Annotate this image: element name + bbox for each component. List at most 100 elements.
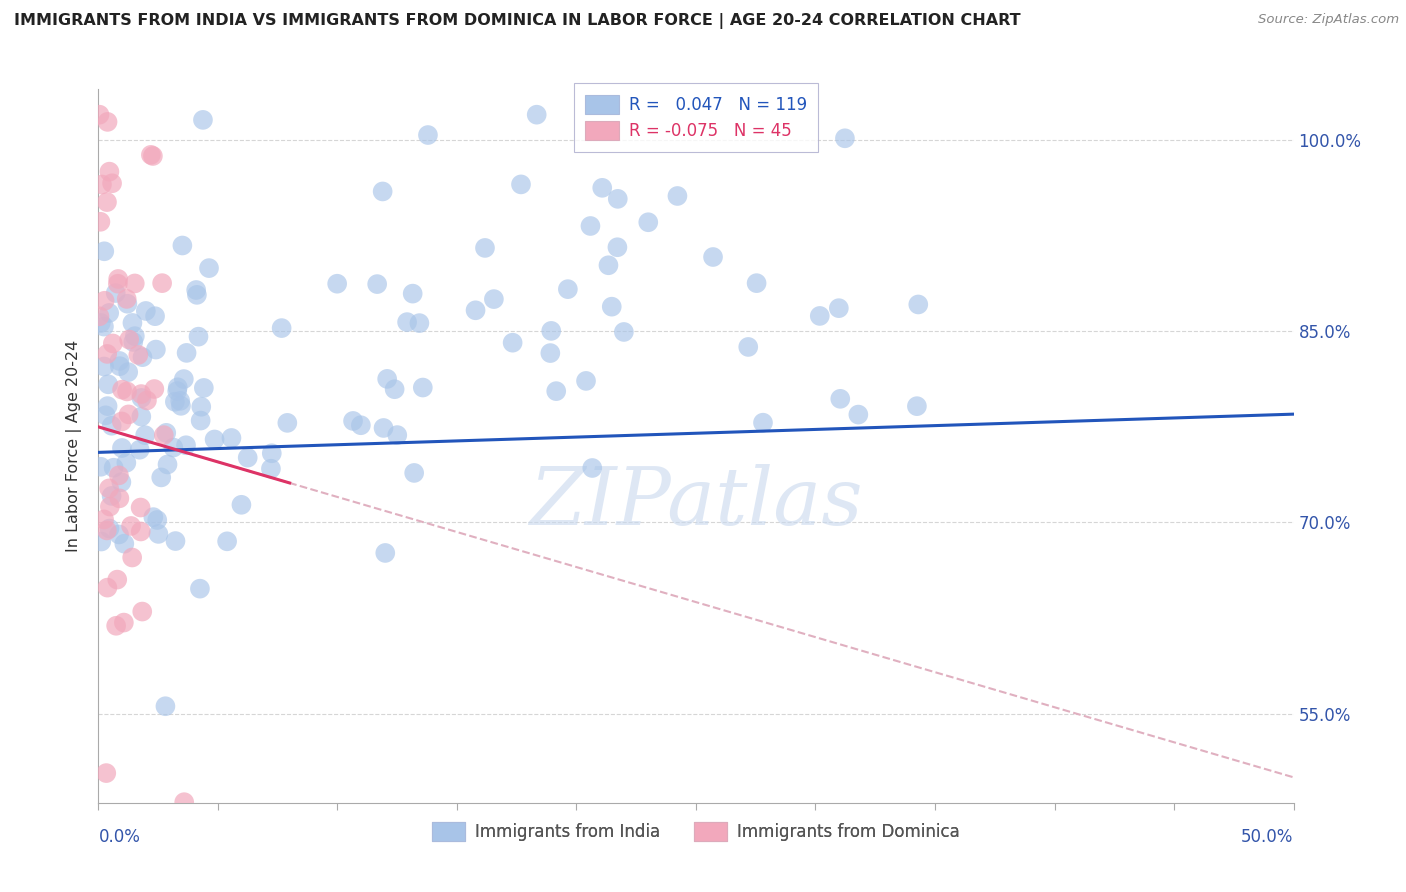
Point (121, 316, 143, 330)
Point (115, 456, 138, 470)
Point (190, 400, 212, 414)
Point (170, 399, 193, 413)
Point (96, 115, 118, 129)
Point (96, 766, 118, 780)
Point (162, 441, 184, 455)
Point (107, 272, 129, 286)
Point (387, 428, 409, 442)
Point (156, 458, 179, 472)
Point (127, 348, 149, 362)
Point (600, 300, 623, 314)
Point (581, 461, 603, 475)
Point (93, 293, 115, 308)
Point (745, 276, 768, 290)
Point (96, 581, 118, 595)
Point (375, 372, 398, 386)
Point (98, 164, 121, 178)
Point (546, 384, 568, 398)
Point (373, 421, 395, 435)
Point (131, 605, 153, 619)
Point (97, 377, 120, 392)
Point (828, 301, 851, 315)
Point (115, 384, 138, 399)
Point (93, 512, 115, 526)
Point (112, 615, 135, 630)
Point (169, 393, 191, 408)
Point (94, 409, 117, 423)
Point (260, 461, 283, 475)
Point (153, 428, 176, 442)
Point (384, 382, 406, 396)
Point (846, 408, 869, 422)
Point (598, 258, 620, 272)
Point (579, 219, 602, 233)
Point (404, 466, 426, 480)
Point (510, 178, 533, 192)
Point (326, 277, 349, 291)
Point (416, 128, 439, 142)
Point (350, 418, 373, 433)
Point (526, 108, 548, 122)
Point (591, 181, 613, 195)
Point (186, 283, 208, 297)
Point (89, 215, 111, 229)
Point (131, 350, 153, 364)
Point (808, 309, 831, 323)
Point (91, 178, 114, 192)
Point (111, 383, 134, 397)
Point (98, 482, 121, 496)
Point (103, 460, 125, 475)
Point (150, 276, 173, 290)
Point (613, 325, 636, 339)
Point (260, 446, 283, 460)
Point (482, 292, 505, 306)
Point (502, 335, 524, 350)
Point (188, 582, 211, 596)
Point (198, 261, 221, 276)
Point (117, 408, 139, 422)
Point (96, 195, 118, 210)
Point (96, 347, 118, 361)
Point (108, 468, 131, 483)
Point (193, 381, 215, 395)
Point (374, 546, 396, 560)
Legend: Immigrants from India, Immigrants from Dominica: Immigrants from India, Immigrants from D… (426, 815, 966, 848)
Point (150, 470, 173, 484)
Point (108, 527, 131, 541)
Point (90, 459, 112, 474)
Point (412, 380, 434, 394)
Point (89, 108, 111, 122)
Point (117, 365, 139, 379)
Point (474, 241, 496, 255)
Point (104, 285, 127, 300)
Point (143, 382, 166, 396)
Point (121, 550, 143, 565)
Point (129, 524, 152, 539)
Point (905, 399, 928, 413)
Point (90, 316, 112, 330)
Point (115, 292, 138, 306)
Point (270, 321, 292, 335)
Point (371, 185, 394, 199)
Point (606, 192, 628, 206)
Point (737, 340, 759, 354)
Point (540, 324, 562, 338)
Point (342, 414, 364, 428)
Point (98, 500, 121, 514)
Point (606, 240, 628, 254)
Point (139, 148, 162, 162)
Point (538, 346, 561, 360)
Text: ZIPatlas: ZIPatlas (529, 465, 863, 541)
Point (145, 343, 167, 357)
Text: IMMIGRANTS FROM INDIA VS IMMIGRANTS FROM DOMINICA IN LABOR FORCE | AGE 20-24 COR: IMMIGRANTS FROM INDIA VS IMMIGRANTS FROM… (14, 13, 1021, 29)
Point (163, 394, 186, 409)
Point (907, 297, 929, 311)
Point (165, 534, 187, 549)
Text: 0.0%: 0.0% (98, 828, 141, 846)
Point (172, 238, 194, 252)
Point (105, 619, 128, 633)
Point (98, 306, 121, 320)
Point (366, 277, 388, 291)
Point (101, 176, 124, 190)
Point (112, 536, 135, 550)
